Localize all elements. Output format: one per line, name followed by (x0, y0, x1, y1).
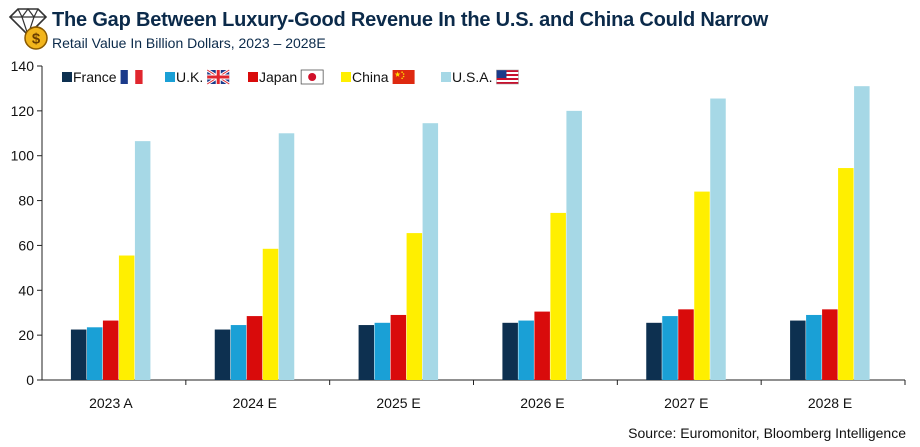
bar-france-0 (70, 329, 87, 380)
bar-uk-4 (662, 316, 678, 380)
legend-label: China (352, 69, 389, 85)
x-tick-label: 2024 E (233, 395, 277, 411)
bar-china-2 (406, 233, 423, 380)
legend-item-japan: Japan (248, 69, 324, 85)
chart-subtitle: Retail Value In Billion Dollars, 2023 – … (52, 35, 326, 51)
legend-swatch (341, 72, 351, 82)
legend-swatch (62, 72, 72, 82)
legend-label: France (73, 69, 117, 85)
bar-japan-3 (534, 311, 550, 380)
bar-japan-1 (246, 316, 263, 380)
japan-flag-icon (300, 69, 324, 85)
y-tick-label: 0 (26, 372, 34, 388)
legend-item-china: China (341, 69, 415, 85)
china-flag-icon (392, 70, 415, 84)
y-tick-label: 40 (18, 282, 34, 298)
bar-usa-4 (710, 98, 726, 381)
bar-france-5 (790, 320, 806, 380)
x-tick-label: 2026 E (520, 395, 564, 411)
bar-uk-3 (518, 320, 534, 380)
chart-title: The Gap Between Luxury-Good Revenue In t… (52, 9, 769, 31)
bar-usa-0 (134, 141, 151, 380)
x-tick-label: 2023 A (89, 395, 133, 411)
france-flag-icon (120, 70, 143, 84)
x-tick-label: 2028 E (808, 395, 852, 411)
y-tick-label: 120 (11, 103, 35, 119)
bar-china-5 (838, 168, 854, 380)
y-tick-label: 140 (11, 58, 35, 74)
bar-france-3 (502, 322, 518, 380)
bar-japan-5 (822, 309, 838, 380)
diamond-money-bag-icon: $ (8, 8, 48, 50)
source-note: Source: Euromonitor, Bloomberg Intellige… (628, 425, 906, 441)
y-tick-label: 100 (11, 148, 35, 164)
legend-label: Japan (259, 69, 297, 85)
dollar-sign: $ (32, 31, 41, 48)
bar-japan-2 (390, 314, 407, 380)
legend-item-uk: U.K. (165, 68, 231, 86)
bar-china-4 (694, 191, 710, 380)
legend-swatch (165, 72, 175, 82)
usa-flag-icon (496, 69, 519, 85)
bar-china-1 (262, 248, 279, 380)
y-tick-label: 60 (18, 237, 34, 253)
legend-item-france: France (62, 69, 143, 85)
legend-label: U.K. (176, 69, 203, 85)
bar-uk-5 (806, 314, 822, 380)
legend-swatch (441, 72, 451, 82)
bar-uk-2 (374, 322, 391, 380)
bar-china-0 (118, 255, 135, 380)
bar-france-1 (214, 329, 231, 380)
bar-japan-0 (102, 320, 119, 380)
bar-usa-2 (422, 123, 439, 380)
uk-flag-icon (206, 68, 231, 86)
bar-uk-0 (86, 327, 103, 380)
legend-label: U.S.A. (452, 69, 492, 85)
bar-usa-5 (854, 86, 870, 380)
bar-uk-1 (230, 325, 247, 380)
x-tick-label: 2027 E (664, 395, 708, 411)
y-tick-label: 20 (18, 327, 34, 343)
legend-item-usa: U.S.A. (441, 69, 519, 85)
y-tick-label: 80 (18, 193, 34, 209)
legend-swatch (248, 72, 258, 82)
bar-france-2 (358, 325, 375, 380)
bar-france-4 (646, 322, 662, 380)
bar-usa-3 (566, 110, 582, 380)
bar-usa-1 (278, 133, 295, 380)
bar-china-3 (550, 212, 566, 380)
bar-japan-4 (678, 309, 694, 380)
x-tick-label: 2025 E (376, 395, 420, 411)
